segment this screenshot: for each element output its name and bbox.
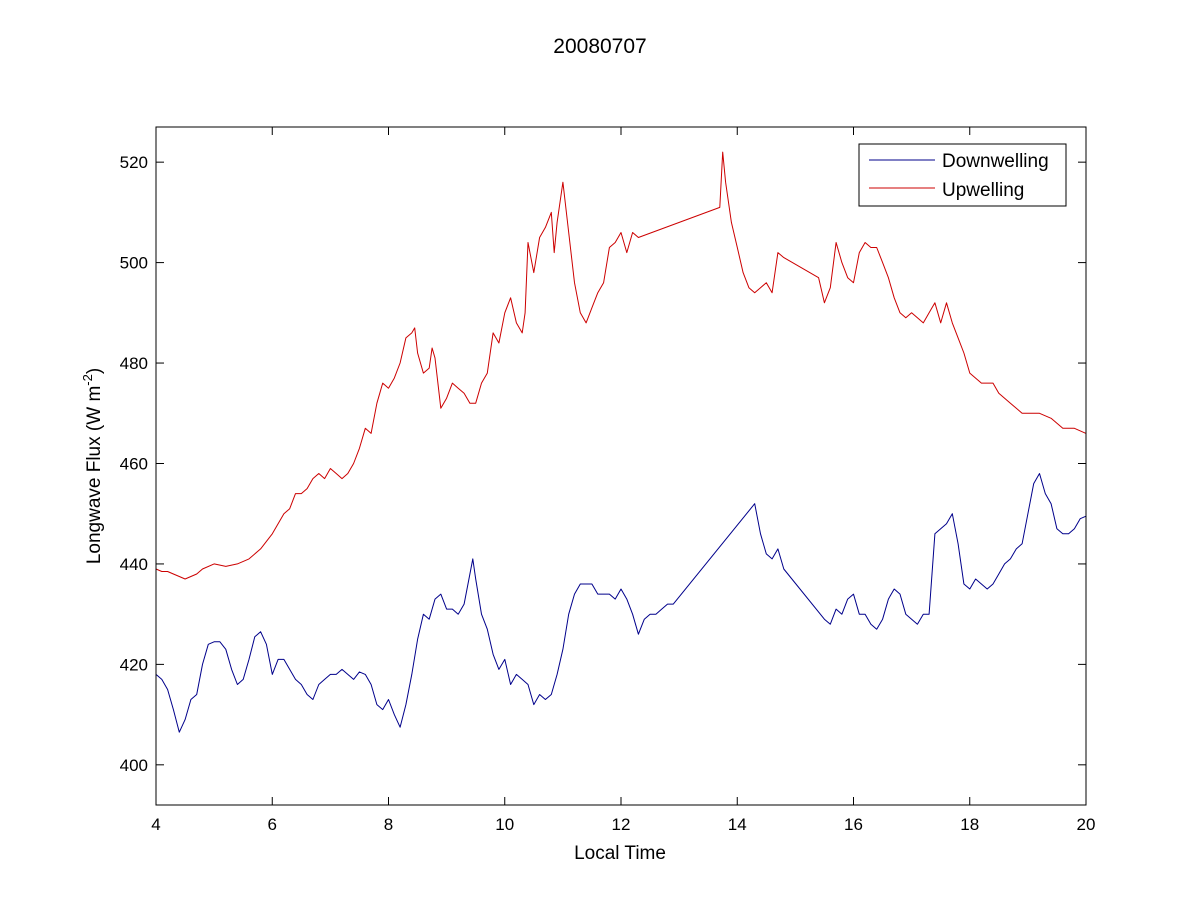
x-tick-label: 6	[268, 815, 277, 834]
y-tick-label: 460	[120, 454, 148, 473]
y-tick-label: 480	[120, 354, 148, 373]
y-axis-title-main: Longwave Flux (W m	[84, 386, 105, 564]
x-tick-label: 4	[151, 815, 160, 834]
series-line-upwelling	[155, 151, 1087, 580]
series-layer	[155, 151, 1087, 733]
x-axis-title: Local Time	[574, 843, 666, 864]
legend: Downwelling Upwelling	[858, 143, 1067, 207]
y-axis: 400 420 440 460 480 500 520	[120, 153, 1086, 775]
legend-label-downwelling: Downwelling	[942, 151, 1049, 172]
legend-label-upwelling: Upwelling	[942, 180, 1024, 201]
y-axis-title-superscript: -2	[80, 374, 95, 386]
x-tick-label: 16	[844, 815, 863, 834]
y-tick-label: 520	[120, 153, 148, 172]
x-axis: 4 6 8 10 12 14 16 18 20	[151, 127, 1095, 834]
x-tick-label: 8	[384, 815, 393, 834]
y-tick-label: 500	[120, 254, 148, 273]
series-line-downwelling	[155, 473, 1087, 733]
legend-box	[858, 143, 1067, 207]
chart-title: 20080707	[553, 35, 646, 58]
x-tick-label: 10	[495, 815, 514, 834]
y-axis-title: Longwave Flux (W m-2)	[80, 368, 105, 564]
x-tick-label: 20	[1077, 815, 1096, 834]
y-axis-title-close: )	[84, 368, 105, 374]
y-tick-label: 440	[120, 555, 148, 574]
y-tick-label: 420	[120, 655, 148, 674]
x-tick-label: 18	[960, 815, 979, 834]
x-tick-label: 12	[612, 815, 631, 834]
y-tick-label: 400	[120, 756, 148, 775]
x-tick-label: 14	[728, 815, 747, 834]
